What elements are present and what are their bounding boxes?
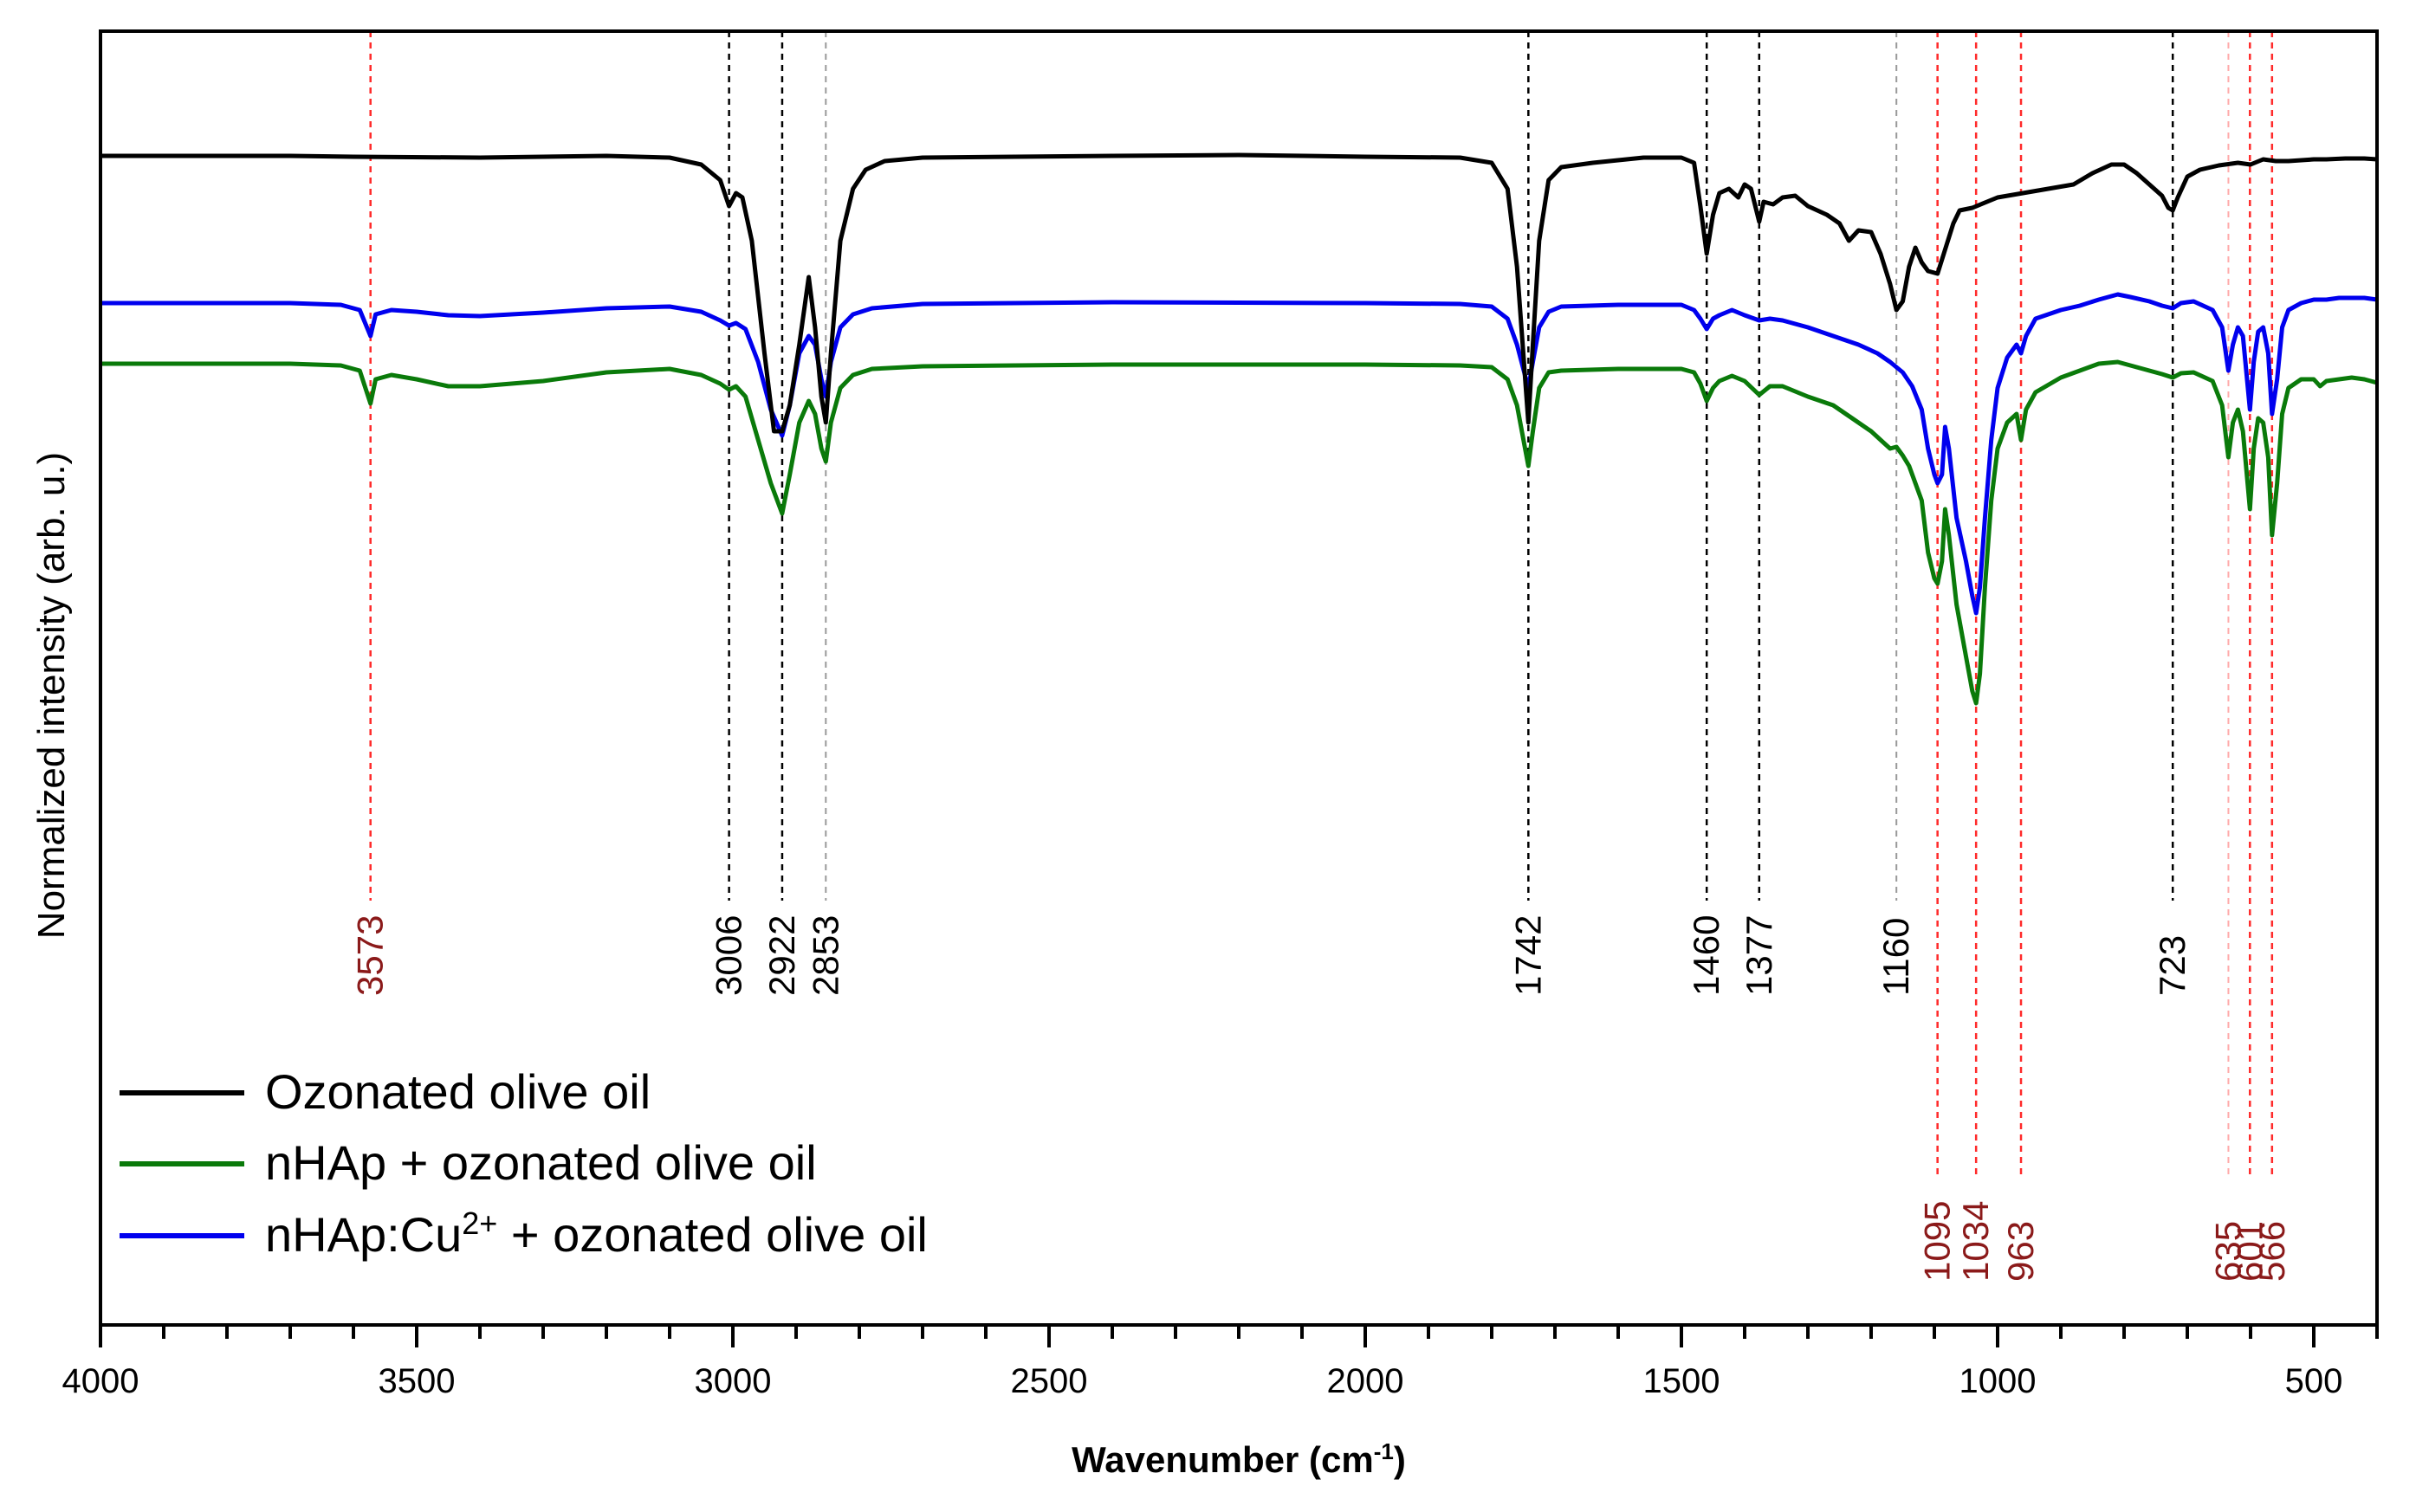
x-axis-ticks: 4000 3500 3000 2500 2000 1500 1000 500 (62, 1325, 2379, 1400)
x-tick-label-4000: 4000 (62, 1362, 139, 1400)
peak-label-1095: 1095 (1917, 1201, 1958, 1282)
legend-label-0: Ozonated olive oil (265, 1064, 651, 1119)
x-tick-label-3500: 3500 (379, 1362, 456, 1400)
series-layer (100, 152, 2378, 706)
series-line-0 (100, 152, 2378, 434)
x-axis-label-tail: ) (1394, 1439, 1406, 1480)
x-axis-label-main: Wavenumber (cm (1072, 1439, 1374, 1480)
series-line-1 (100, 292, 2378, 616)
x-tick-label-2000: 2000 (1327, 1362, 1404, 1400)
peak-label-1160: 1160 (1875, 918, 1916, 996)
peak-label-1460: 1460 (1686, 915, 1726, 996)
x-axis-label: Wavenumber (cm-1) (1072, 1438, 1406, 1480)
peak-marker-layer: 3573 3006 2922 2853 1742 1460 1377 1160 723 10951… (350, 31, 2292, 1282)
series-line-2 (100, 359, 2378, 706)
peak-label-1377: 1377 (1739, 915, 1779, 996)
x-tick-label-1000: 1000 (1959, 1362, 2037, 1400)
peak-label-566: 566 (2251, 1221, 2292, 1282)
peak-label-2922: 2922 (761, 915, 802, 996)
legend: Ozonated olive oil nHAp + ozonated olive … (120, 1064, 928, 1262)
peak-label-723: 723 (2152, 935, 2193, 996)
peak-label-3573: 3573 (350, 915, 391, 996)
x-tick-label-2500: 2500 (1011, 1362, 1088, 1400)
x-tick-label-500: 500 (2285, 1362, 2343, 1400)
peak-label-1742: 1742 (1507, 915, 1548, 996)
peak-label-3006: 3006 (709, 915, 749, 996)
peak-label-2853: 2853 (805, 915, 845, 996)
peak-label-635: 635 (2207, 1221, 2248, 1282)
plot-frame (99, 29, 2379, 1327)
peak-label-601: 601 (2229, 1221, 2270, 1282)
legend-label-2: nHAp:Cu2+ + ozonated olive oil (265, 1205, 928, 1263)
peak-label-963: 963 (2000, 1221, 2041, 1282)
legend-label-1: nHAp + ozonated olive oil (265, 1135, 817, 1190)
x-tick-label-3000: 3000 (695, 1362, 772, 1400)
peak-label-1034: 1034 (1955, 1201, 1996, 1282)
y-axis-label: Normalized intensity (arb. u.) (30, 452, 73, 939)
x-axis-label-sup: -1 (1374, 1438, 1394, 1464)
x-tick-label-1500: 1500 (1643, 1362, 1720, 1400)
